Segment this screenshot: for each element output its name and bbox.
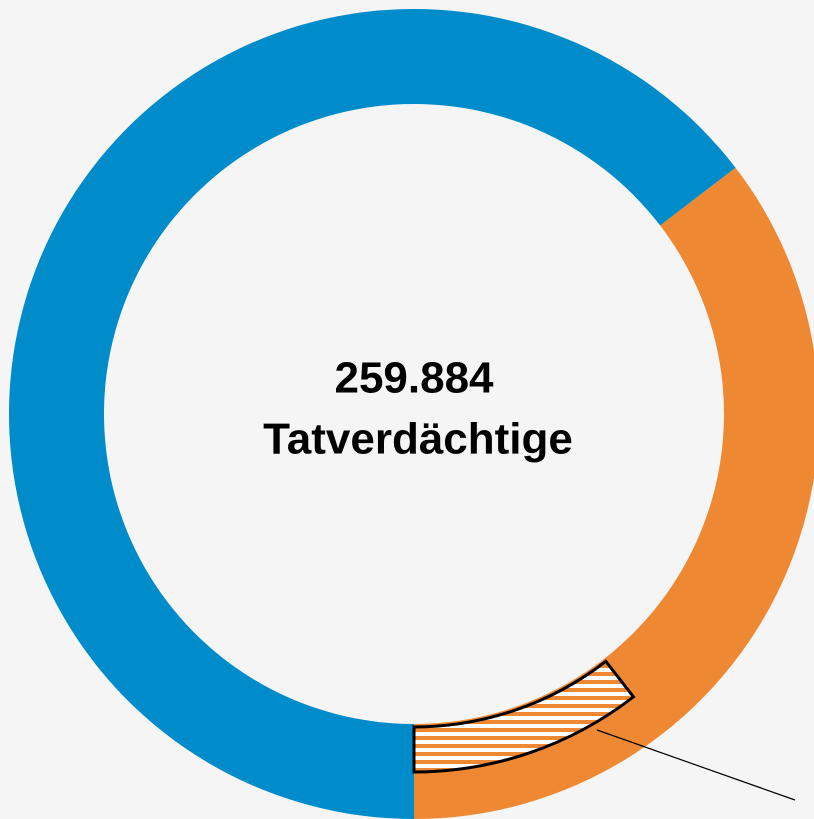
- center-label: Tatverdächtige: [263, 415, 573, 464]
- leader-line: [596, 729, 796, 801]
- donut-segment: [414, 167, 814, 819]
- center-value: 259.884: [334, 354, 494, 403]
- highlight-segment: [412, 659, 636, 774]
